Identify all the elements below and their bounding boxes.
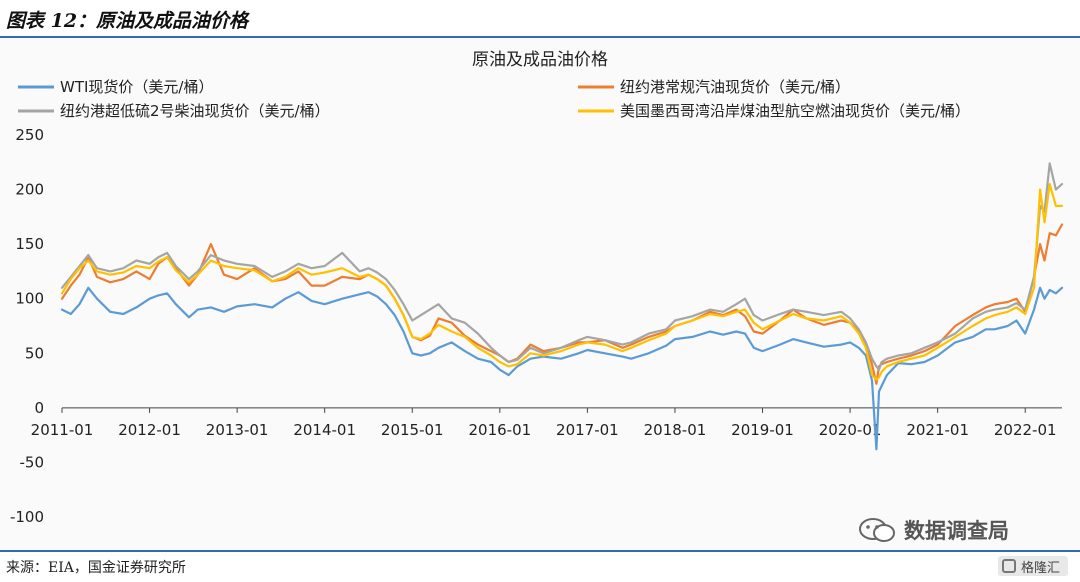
site-badge: 格隆汇 — [998, 556, 1069, 576]
x-tick-label: 2019-01 — [731, 421, 794, 439]
badge-logo-icon — [1002, 559, 1016, 573]
x-tick-label: 2016-01 — [468, 421, 531, 439]
series-line-3 — [60, 183, 1064, 381]
chart: 原油及成品油价格 WTI现货价（美元/桶） 纽约港常规汽油现货价（美元/桶） 纽约港超… — [10, 50, 1064, 526]
y-tick-label: 100 — [15, 290, 44, 308]
figure-title: 图表 12：原油及成品油价格 — [6, 10, 249, 32]
watermark-text: 数据调查局 — [904, 519, 1009, 543]
chart-panel: 原油及成品油价格 WTI现货价（美元/桶） 纽约港常规汽油现货价（美元/桶） 纽约港超… — [0, 38, 1080, 550]
chart-title: 原油及成品油价格 — [472, 50, 608, 70]
x-tick-label: 2021-01 — [906, 421, 969, 439]
y-tick-label: 50 — [25, 344, 44, 362]
y-tick-label: 200 — [15, 181, 44, 199]
legend-label-0: WTI现货价（美元/桶） — [60, 78, 213, 96]
x-tick-label: 2015-01 — [381, 421, 444, 439]
x-tick-label: 2012-01 — [118, 421, 181, 439]
badge-text: 格隆汇 — [1021, 560, 1061, 576]
x-tick-label: 2011-01 — [31, 421, 94, 439]
y-tick-label: 150 — [15, 235, 44, 253]
legend-label-3: 美国墨西哥湾沿岸煤油型航空燃油现货价（美元/桶） — [620, 102, 970, 120]
series-line-0 — [60, 286, 1064, 451]
source-note: 来源：EIA，国金证券研究所 — [6, 560, 186, 576]
x-tick-label: 2020-01 — [819, 421, 882, 439]
y-tick-label: 250 — [15, 126, 44, 144]
y-tick-label: -100 — [10, 508, 44, 526]
figure-header: 图表 12：原油及成品油价格 — [0, 0, 1080, 38]
x-tick-label: 2022-01 — [994, 421, 1057, 439]
x-tick-label: 2017-01 — [556, 421, 619, 439]
x-tick-label: 2013-01 — [206, 421, 269, 439]
series-line-1 — [60, 223, 1064, 385]
y-tick-label: 0 — [34, 399, 44, 417]
x-tick-label: 2014-01 — [293, 421, 356, 439]
legend-label-1: 纽约港常规汽油现货价（美元/桶） — [620, 78, 850, 96]
wechat-icon — [859, 518, 895, 542]
figure-footer: 来源：EIA，国金证券研究所 — [0, 550, 1080, 582]
watermark: 数据调查局 — [858, 515, 1009, 545]
y-tick-label: -50 — [20, 453, 45, 471]
legend-label-2: 纽约港超低硫2号柴油现货价（美元/桶） — [60, 102, 330, 120]
series-line-2 — [60, 162, 1064, 371]
x-tick-label: 2018-01 — [644, 421, 707, 439]
